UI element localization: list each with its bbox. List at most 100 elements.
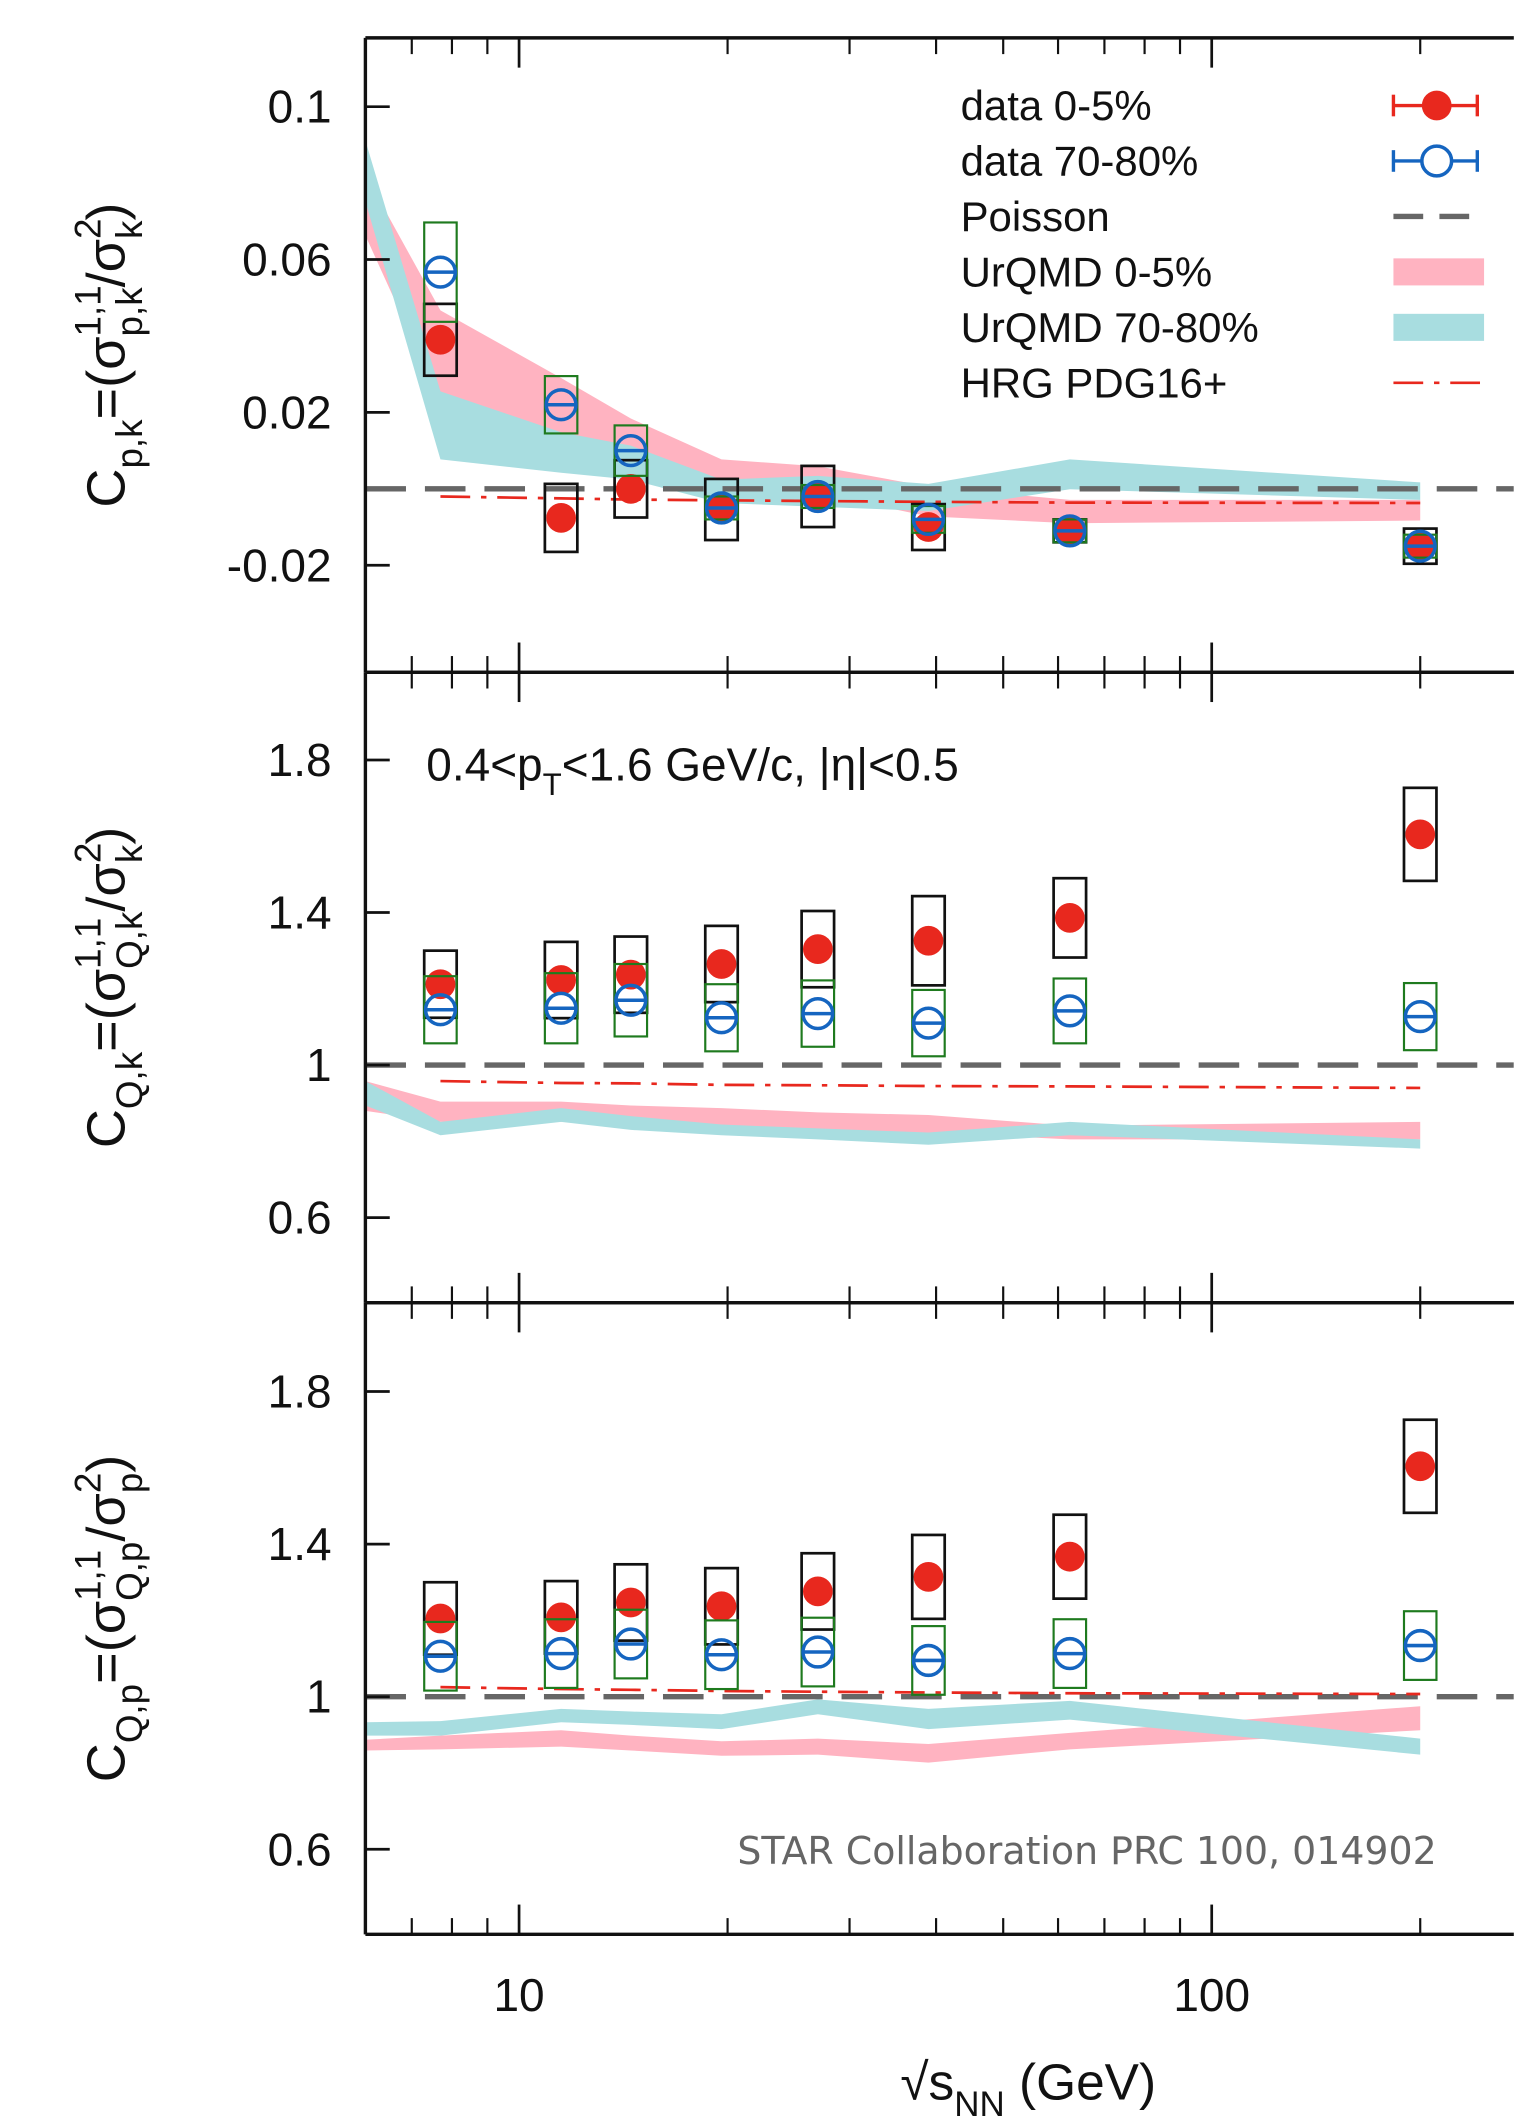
credit: STAR Collaboration PRC 100, 014902 [737, 1829, 1436, 1873]
annotation: 0.4<pT<1.6 GeV/c, |η|<0.5 [426, 738, 959, 802]
text-part: 1,1 [67, 285, 108, 336]
marker [615, 959, 646, 990]
legend-label: Poisson [961, 193, 1110, 240]
sys-box [910, 894, 947, 987]
marker [546, 965, 576, 995]
y-tick-label: 1.4 [268, 1518, 332, 1570]
y-tick-label: 0.6 [268, 1823, 332, 1875]
sys-box [543, 482, 579, 554]
text-part: √s [900, 2052, 954, 2110]
x-axis-label: √sNN (GeV) [900, 2052, 1156, 2121]
text-part: k [109, 220, 150, 239]
marker [802, 934, 833, 965]
sys-box [1052, 1513, 1088, 1600]
y-tick-label: -0.02 [227, 539, 332, 591]
text-part: ) [77, 1455, 137, 1473]
marker [913, 925, 944, 956]
text-part: /σ [77, 239, 137, 287]
legend-label: UrQMD 0-5% [961, 248, 1213, 295]
text-part: Q,p [109, 1684, 150, 1743]
text-part: C [77, 1109, 137, 1148]
y-axis-label: Cp,k=(σ1,1p,k/σ2k) [67, 203, 150, 508]
y-tick-label: 1.8 [268, 734, 332, 786]
sys-box [910, 1533, 947, 1621]
model-band [365, 140, 1421, 512]
sys-box [1402, 1418, 1438, 1515]
marker [913, 1562, 944, 1592]
text-part: =(σ [77, 336, 137, 419]
text-part: p,k [109, 419, 150, 469]
y-tick-label: 0.06 [242, 234, 331, 286]
marker [546, 1602, 576, 1633]
marker [615, 1587, 646, 1618]
legend-label: data 0-5% [961, 82, 1152, 129]
text-part: 2 [67, 1473, 108, 1493]
text-part: /σ [77, 863, 137, 911]
y-tick-label: 0.6 [268, 1192, 332, 1244]
legend-symbol [1393, 313, 1485, 341]
y-tick-label: 1 [306, 1039, 332, 1091]
text-part: 0.4<p [426, 738, 542, 790]
marker [425, 324, 456, 355]
model-band [365, 174, 1421, 524]
y-axis-label: CQ,k=(σ1,1Q,k/σ2k) [67, 827, 150, 1148]
plot-area [365, 786, 1514, 1149]
model-band [365, 1081, 1421, 1140]
sys-box [1402, 786, 1438, 883]
model-line [440, 1079, 1421, 1090]
legend-symbol [1420, 144, 1454, 178]
legend-label: HRG PDG16+ [961, 359, 1228, 406]
text-part: ) [77, 827, 137, 845]
text-part: 2 [67, 843, 108, 863]
text-part: 1,1 [67, 1550, 108, 1601]
legend-symbol [1393, 258, 1485, 286]
text-part: C [77, 469, 137, 508]
text-part: 2 [67, 218, 108, 238]
legend-label: data 70-80% [961, 137, 1199, 184]
marker [1054, 1541, 1085, 1572]
marker [1405, 1451, 1436, 1482]
plot-area [365, 140, 1514, 566]
text-part: ) [77, 203, 137, 221]
marker [546, 503, 576, 533]
text-part: 1,1 [67, 918, 108, 969]
text-part: T [543, 767, 562, 802]
marker [706, 949, 737, 979]
marker [1405, 819, 1436, 850]
text-part: Q,k [109, 911, 150, 969]
text-part: <1.6 GeV/c, |η|<0.5 [562, 738, 959, 790]
sys-box [613, 1562, 649, 1642]
sys-box [703, 1566, 740, 1646]
text-part: C [77, 1743, 137, 1782]
marker [913, 512, 944, 542]
marker [1054, 902, 1085, 933]
plot-area [365, 1418, 1514, 1763]
model-band [365, 1706, 1421, 1763]
model-line [440, 1685, 1421, 1696]
text-part: =(σ [77, 969, 137, 1052]
x-tick-label: 10 [493, 1969, 544, 2021]
y-tick-label: 1.8 [268, 1366, 332, 1418]
text-part: /σ [77, 1493, 137, 1541]
text-part: NN [954, 2085, 1004, 2121]
text-part: Q,k [109, 1051, 150, 1109]
sys-box [800, 909, 836, 989]
text-part: p [109, 1473, 150, 1493]
model-line [440, 495, 1421, 505]
legend-label: UrQMD 70-80% [961, 304, 1259, 351]
model-band [365, 1081, 1421, 1149]
sys-box [422, 302, 459, 378]
legend-symbol [1421, 90, 1452, 121]
marker [706, 1591, 737, 1622]
y-axis-label: CQ,p=(σ1,1Q,p/σ2p) [67, 1455, 150, 1783]
y-tick-label: 0.1 [268, 81, 332, 133]
text-part: =(σ [77, 1601, 137, 1684]
sys-box [1052, 876, 1088, 959]
sys-box [800, 1551, 836, 1631]
model-band [365, 1699, 1421, 1755]
x-tick-label: 100 [1173, 1969, 1250, 2021]
marker [615, 473, 646, 504]
marker [802, 1576, 833, 1607]
text-part: k [109, 844, 150, 863]
